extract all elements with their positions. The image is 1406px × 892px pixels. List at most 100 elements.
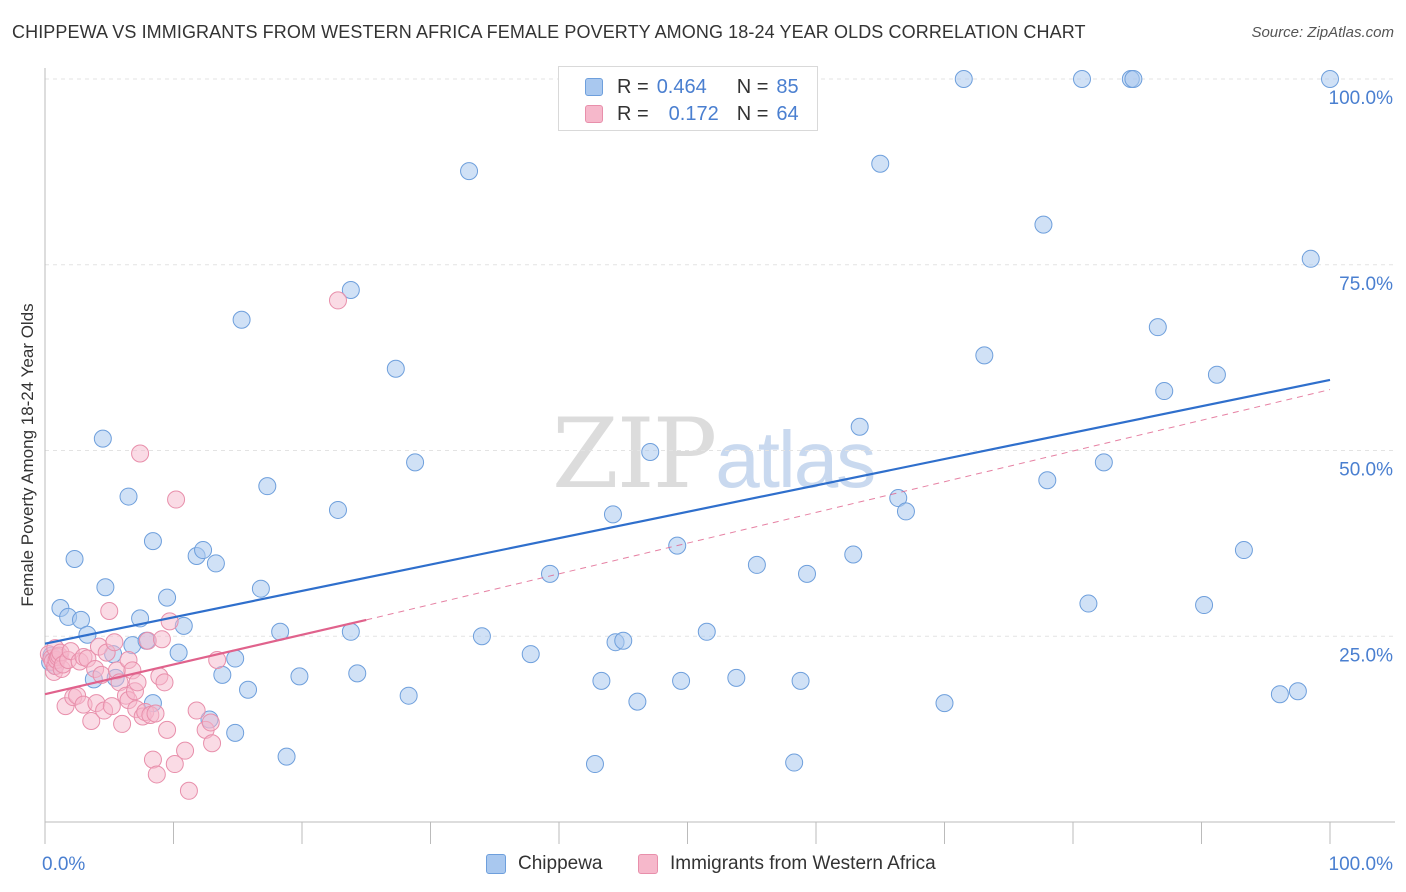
chippewa-point	[258, 477, 277, 496]
chippewa-point	[232, 310, 251, 329]
chippewa-point	[251, 579, 270, 598]
chippewa-point	[194, 541, 213, 560]
chippewa-point	[93, 429, 112, 448]
western-africa-point	[143, 750, 162, 769]
western-africa-point	[203, 734, 222, 753]
western-africa-swatch	[638, 854, 658, 874]
chippewa-point	[747, 555, 766, 574]
chippewa-point	[1195, 596, 1214, 615]
chippewa-point	[1094, 453, 1113, 472]
western-africa-point	[82, 711, 101, 730]
chippewa-point	[798, 564, 817, 583]
chippewa-point	[697, 622, 716, 641]
chippewa-point	[277, 747, 296, 766]
western-africa-point	[152, 630, 171, 649]
chippewa-point	[785, 753, 804, 772]
chippewa-point	[460, 162, 479, 181]
chippewa-point	[1079, 594, 1098, 613]
legend-item-chippewa: Chippewa	[486, 850, 603, 878]
chippewa-point	[672, 671, 691, 690]
chippewa-point	[844, 545, 863, 564]
western-africa-swatch	[585, 105, 603, 123]
chippewa-point	[71, 610, 90, 629]
chippewa-point	[1124, 70, 1143, 88]
chippewa-point	[472, 627, 491, 646]
n-value: 64	[776, 102, 799, 125]
western-africa-point	[176, 741, 195, 760]
stats-legend: R = 0.464 N = 85 R = 0.172 N = 64	[558, 66, 818, 131]
western-africa-point	[201, 713, 220, 732]
y-tick-label: 50.0%	[1339, 460, 1393, 481]
western-africa-point	[179, 781, 198, 800]
chart-title: CHIPPEWA VS IMMIGRANTS FROM WESTERN AFRI…	[12, 22, 1086, 42]
chippewa-point	[871, 154, 890, 173]
chippewa-point	[585, 755, 604, 774]
chippewa-swatch	[486, 854, 506, 874]
chippewa-point	[521, 645, 540, 664]
chippewa-point	[1234, 541, 1253, 560]
chippewa-point	[1301, 249, 1320, 268]
chippewa-point	[614, 631, 633, 650]
r-value: 0.172	[668, 102, 719, 125]
chippewa-point	[628, 692, 647, 711]
chippewa-point	[386, 359, 405, 378]
chippewa-point	[239, 680, 258, 699]
n-value: 85	[776, 75, 799, 98]
r-value: 0.464	[656, 75, 707, 98]
chippewa-point	[896, 502, 915, 521]
chippewa-point	[158, 588, 177, 607]
source-label: Source: ZipAtlas.com	[1251, 24, 1394, 41]
chippewa-point	[1148, 318, 1167, 337]
chippewa-trend-line	[44, 378, 1331, 645]
western-africa-point	[113, 714, 132, 733]
chippewa-point	[791, 671, 810, 690]
western-africa-trend-extension	[366, 389, 1331, 621]
chippewa-point	[1155, 382, 1174, 401]
chippewa-point	[603, 505, 622, 524]
chippewa-point	[850, 417, 869, 436]
western-africa-point	[105, 633, 124, 652]
western-africa-point	[165, 755, 184, 774]
y-tick-label: 100.0%	[1329, 88, 1394, 109]
chippewa-point	[399, 686, 418, 705]
western-africa-trend-line	[44, 618, 367, 696]
western-africa-point	[160, 612, 179, 631]
western-africa-point	[167, 490, 186, 509]
chippewa-point	[226, 723, 245, 742]
stats-legend-row-chippewa: R = 0.464 N = 85	[585, 74, 799, 100]
western-africa-point	[131, 444, 150, 463]
n-label: N =	[736, 75, 769, 98]
western-africa-point	[102, 697, 121, 716]
chippewa-point	[119, 487, 138, 506]
chippewa-point	[1038, 471, 1057, 490]
western-africa-point	[155, 673, 174, 692]
chippewa-point	[727, 668, 746, 687]
western-africa-point	[328, 291, 347, 310]
chippewa-point	[1321, 70, 1339, 88]
chippewa-point	[348, 664, 367, 683]
chippewa-point	[406, 453, 425, 472]
chippewa-point	[935, 694, 954, 713]
r-label: R =	[617, 75, 649, 98]
chippewa-point	[975, 346, 994, 365]
chippewa-point	[954, 70, 973, 88]
western-africa-point	[187, 701, 206, 720]
stats-legend-row-western-africa: R = 0.172 N = 64	[585, 101, 799, 127]
chippewa-swatch	[585, 78, 603, 96]
chippewa-point	[641, 442, 660, 461]
chippewa-point	[1270, 685, 1289, 704]
y-tick-label: 25.0%	[1339, 645, 1393, 666]
n-label: N =	[736, 102, 769, 125]
chippewa-point	[1288, 682, 1307, 701]
chippewa-point	[96, 578, 115, 597]
chippewa-point	[592, 671, 611, 690]
western-africa-point	[158, 720, 177, 739]
chippewa-point	[65, 549, 84, 568]
legend-item-western-africa: Immigrants from Western Africa	[638, 850, 936, 878]
legend-label-western-africa: Immigrants from Western Africa	[670, 853, 936, 874]
chippewa-point	[143, 532, 162, 551]
chippewa-point	[290, 667, 309, 686]
western-africa-point	[146, 704, 165, 723]
chippewa-point	[328, 500, 347, 519]
